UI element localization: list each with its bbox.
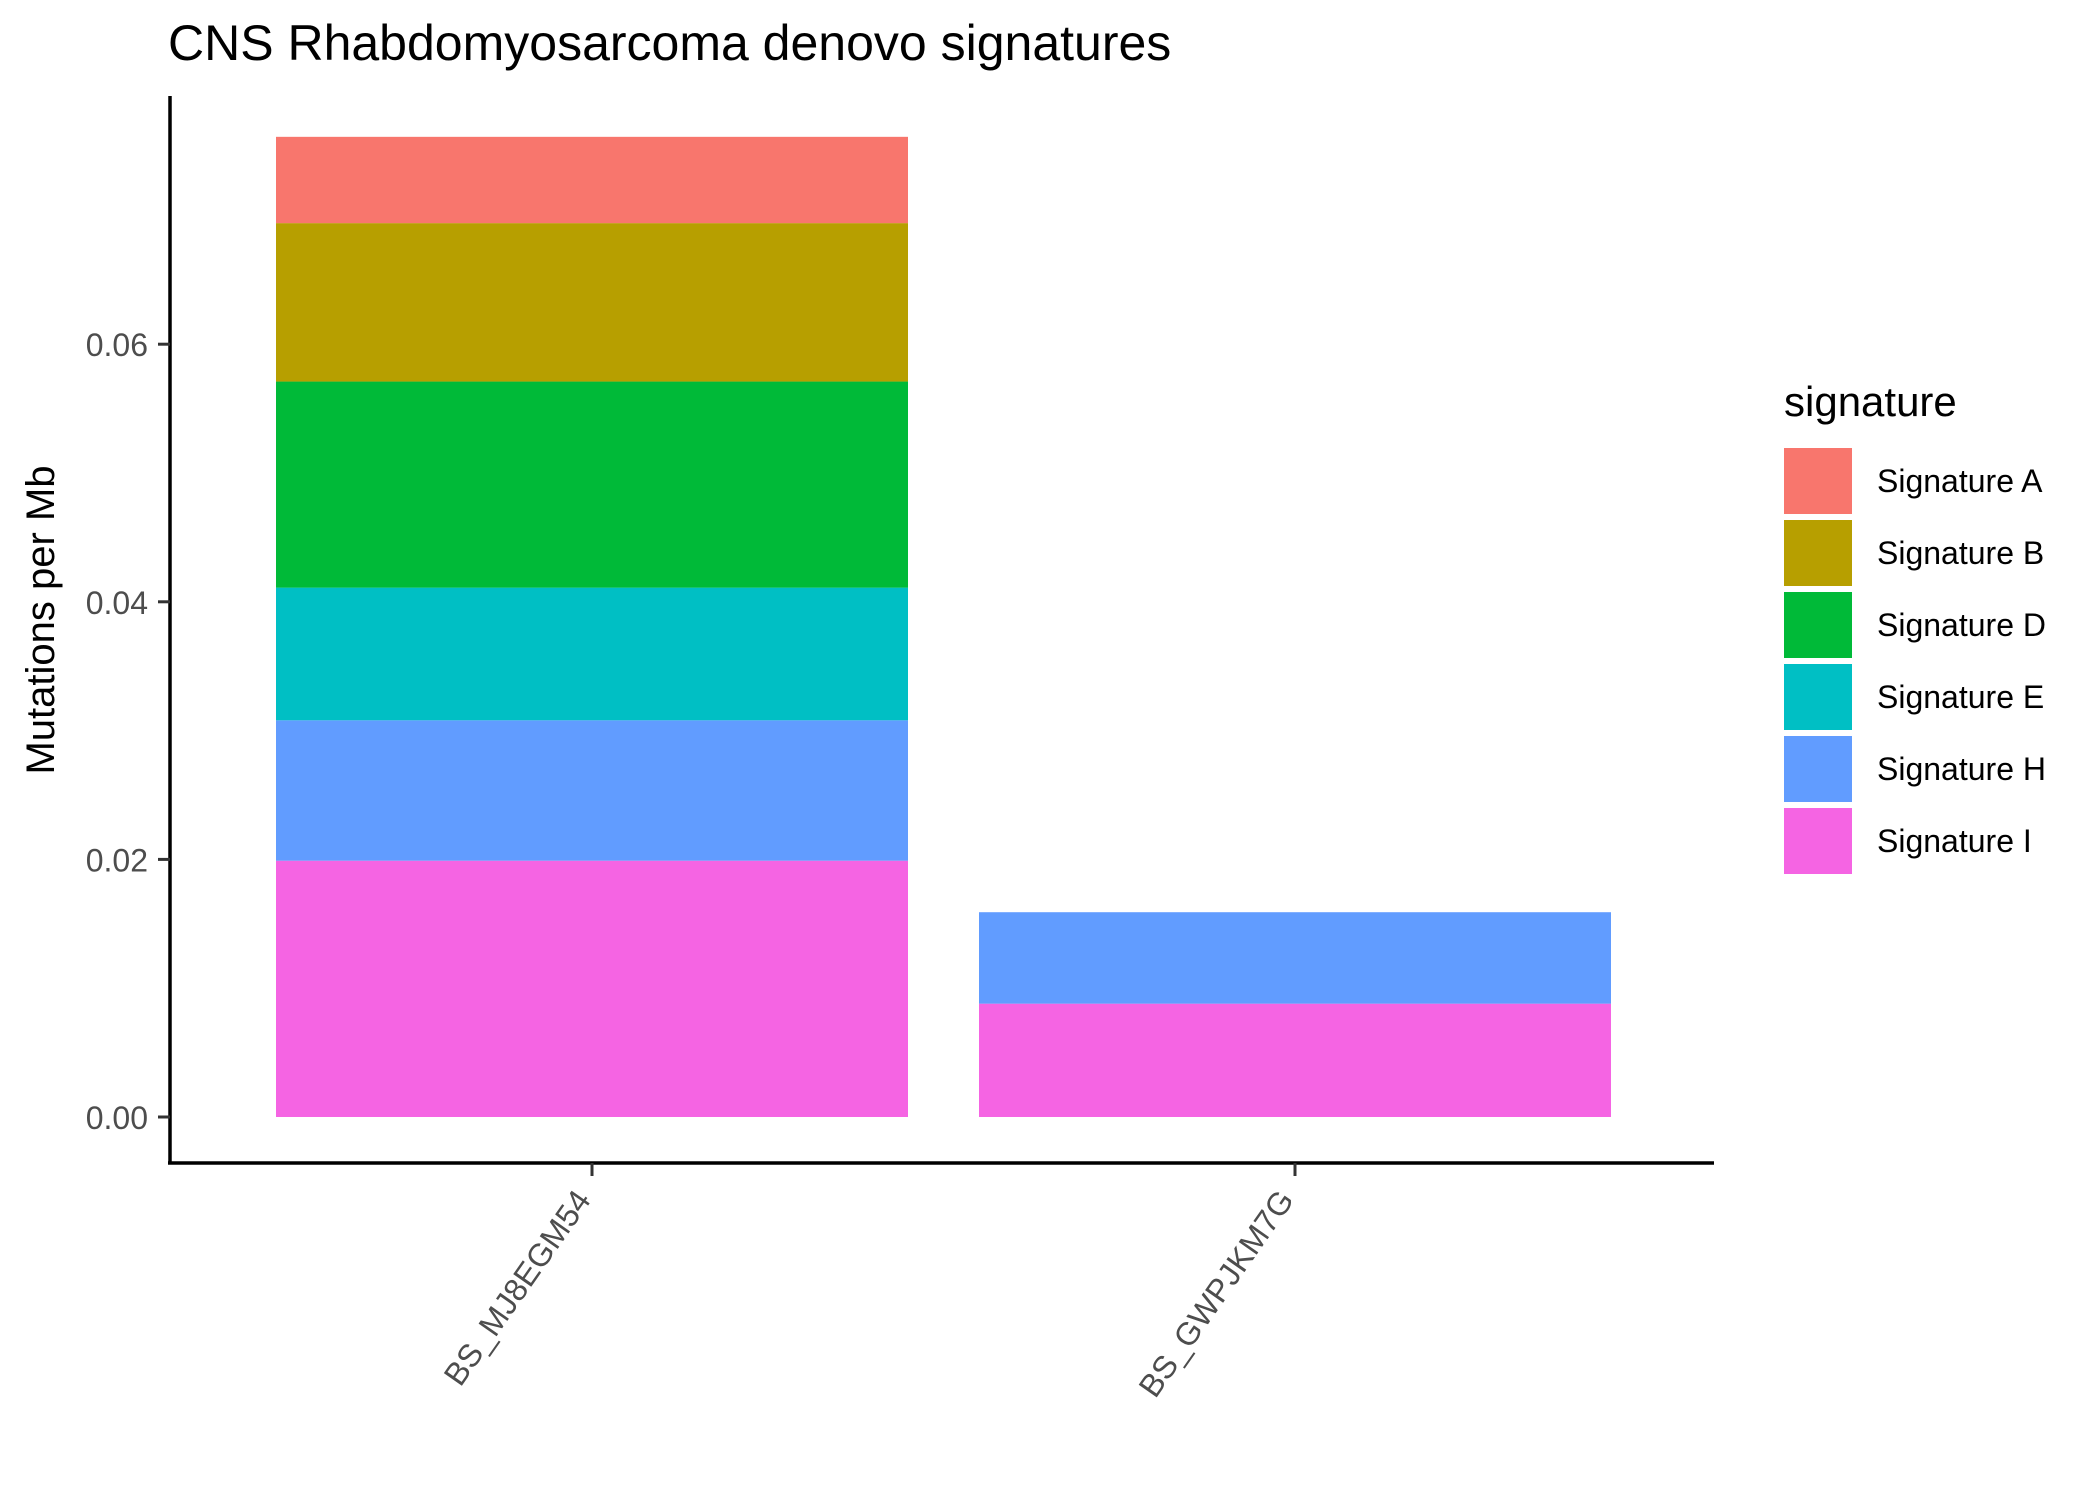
bar-segment-bs-mj8egm54-signature-h — [276, 720, 908, 861]
legend-key-signature-h — [1784, 736, 1852, 802]
y-axis-ticks: 0.00 0.02 0.04 0.06 — [86, 327, 170, 1136]
x-axis-ticks: BS_MJ8EGM54 BS_GWPJKM7G — [437, 1163, 1301, 1404]
bar-segment-bs-mj8egm54-signature-e — [276, 587, 908, 721]
bar-segment-bs-mj8egm54-signature-i — [276, 860, 908, 1117]
bar-segment-bs-gwpjkm7g-signature-i — [979, 1003, 1611, 1117]
bars-group — [276, 136, 1611, 1117]
legend-label-signature-i: Signature I — [1877, 823, 2032, 859]
legend-label-signature-b: Signature B — [1877, 535, 2044, 571]
legend-key-signature-b — [1784, 520, 1852, 586]
legend-label-signature-h: Signature H — [1877, 751, 2046, 787]
legend-items: Signature A Signature B Signature D Signatu… — [1784, 448, 2046, 874]
y-tick-label: 0.06 — [86, 327, 148, 363]
y-axis-label: Mutations per Mb — [19, 465, 63, 774]
legend-key-signature-i — [1784, 808, 1852, 874]
bar-segment-bs-gwpjkm7g-signature-h — [979, 912, 1611, 1004]
y-tick-label: 0.00 — [86, 1100, 148, 1136]
legend-title: signature — [1784, 378, 1957, 425]
x-tick-label-bs-mj8egm54: BS_MJ8EGM54 — [437, 1183, 598, 1392]
y-tick-label: 0.04 — [86, 585, 148, 621]
legend-label-signature-d: Signature D — [1877, 607, 2046, 643]
x-tick-label-bs-gwpjkm7g: BS_GWPJKM7G — [1132, 1183, 1301, 1403]
legend-key-signature-d — [1784, 592, 1852, 658]
bar-segment-bs-mj8egm54-signature-d — [276, 381, 908, 588]
legend-key-signature-e — [1784, 664, 1852, 730]
bar-segment-bs-mj8egm54-signature-a — [276, 136, 908, 224]
bar-segment-bs-mj8egm54-signature-b — [276, 223, 908, 382]
legend-label-signature-e: Signature E — [1877, 679, 2044, 715]
chart-title: CNS Rhabdomyosarcoma denovo signatures — [168, 15, 1171, 71]
legend-label-signature-a: Signature A — [1877, 463, 2043, 499]
y-tick-label: 0.02 — [86, 842, 148, 878]
legend-key-signature-a — [1784, 448, 1852, 514]
